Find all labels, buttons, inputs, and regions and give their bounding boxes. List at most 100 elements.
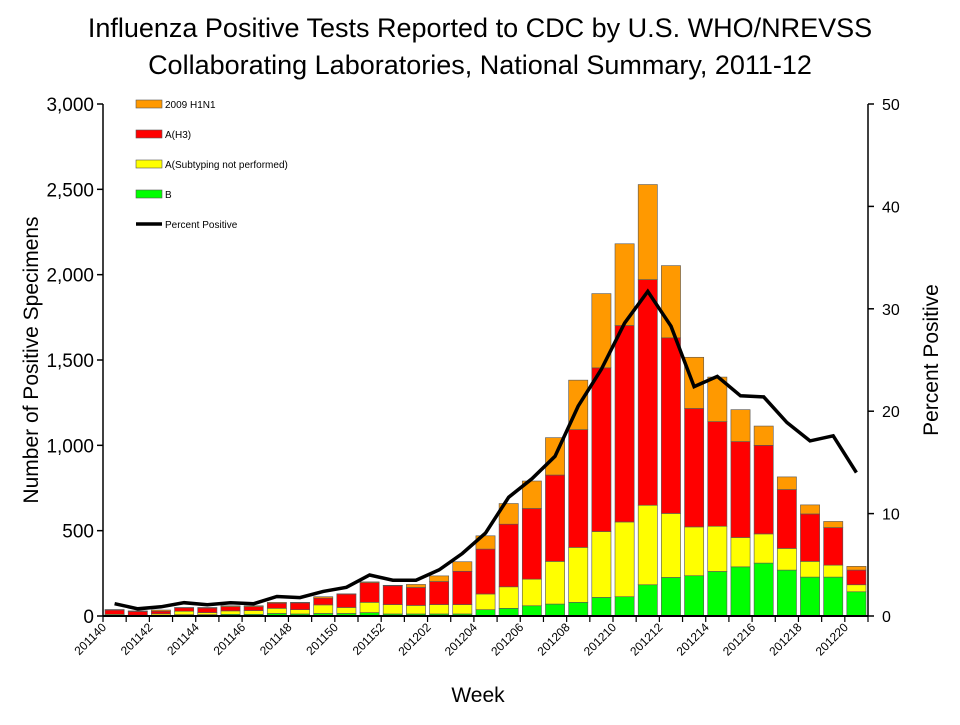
bar-a-h3--201149	[314, 598, 333, 605]
bar-b-201214	[708, 571, 727, 616]
x-tick-label: 201204	[442, 620, 480, 658]
bar-a-h3--201202	[430, 582, 449, 605]
bar-a-h3--201151	[360, 583, 379, 603]
bar-a-subtyping-not-performed--201206	[522, 579, 541, 606]
bar-a-subtyping-not-performed--201202	[430, 605, 449, 614]
y2-tick-label: 40	[882, 199, 900, 216]
bar-2009-h1n1-201140	[105, 610, 124, 611]
y2-tick-label: 0	[882, 609, 891, 626]
x-tick-label: 201220	[813, 620, 851, 658]
bar-2009-h1n1-201203	[453, 562, 472, 572]
y2-axis-label: Percent Positive	[920, 284, 943, 436]
bar-2009-h1n1-201218	[800, 505, 819, 514]
x-tick-label: 201202	[395, 620, 433, 658]
bar-b-201218	[800, 577, 819, 616]
legend-label: Percent Positive	[165, 220, 238, 231]
bar-a-subtyping-not-performed--201218	[800, 561, 819, 577]
bar-a-h3--201152	[383, 586, 402, 605]
chart-title-line-2: Collaborating Laboratories, National Sum…	[148, 50, 812, 80]
bar-a-h3--201204	[476, 549, 495, 594]
bar-a-subtyping-not-performed--201143	[175, 611, 194, 614]
bar-a-subtyping-not-performed--201149	[314, 605, 333, 614]
bar-a-subtyping-not-performed--201220	[847, 585, 866, 592]
bar-a-h3--201213	[685, 408, 704, 526]
bar-a-subtyping-not-performed--201216	[754, 534, 773, 563]
bar-b-201205	[499, 608, 518, 616]
legend-swatch	[136, 130, 162, 138]
bar-a-h3--201211	[638, 280, 657, 506]
bar-b-201215	[731, 567, 750, 616]
bar-a-subtyping-not-performed--201150	[337, 607, 356, 613]
bar-b-201219	[824, 577, 843, 616]
y2-tick-label: 30	[882, 302, 900, 319]
bar-b-201216	[754, 563, 773, 616]
bar-a-subtyping-not-performed--201152	[383, 605, 402, 614]
bar-a-h3--201143	[175, 608, 194, 611]
x-tick-label: 201206	[488, 620, 526, 658]
bar-a-h3--201218	[800, 514, 819, 561]
bar-b-201209	[592, 597, 611, 616]
y-tick-label: 0	[83, 607, 94, 628]
bar-a-h3--201145	[221, 607, 240, 611]
bar-a-subtyping-not-performed--201201	[406, 605, 425, 614]
bar-a-h3--201150	[337, 594, 356, 607]
bar-a-h3--201203	[453, 571, 472, 604]
x-tick-label: 201218	[766, 620, 804, 658]
bar-a-h3--201148	[290, 603, 309, 610]
bar-b-201206	[522, 606, 541, 616]
bar-a-subtyping-not-performed--201203	[453, 605, 472, 614]
bar-a-subtyping-not-performed--201208	[569, 547, 588, 602]
bar-a-subtyping-not-performed--201219	[824, 565, 843, 577]
x-tick-label: 201210	[581, 620, 619, 658]
x-axis-label: Week	[451, 684, 505, 707]
x-tick-label: 201216	[720, 620, 758, 658]
bar-2009-h1n1-201144	[198, 607, 217, 608]
bar-a-subtyping-not-performed--201148	[290, 610, 309, 614]
bar-a-h3--201206	[522, 508, 541, 579]
bar-a-h3--201219	[824, 528, 843, 566]
bar-a-subtyping-not-performed--201204	[476, 594, 495, 610]
bar-a-h3--201207	[545, 475, 564, 561]
bar-2009-h1n1-201151	[360, 582, 379, 583]
x-tick-label: 201146	[211, 620, 249, 658]
y-tick-label: 500	[62, 522, 94, 543]
bar-a-subtyping-not-performed--201207	[545, 561, 564, 604]
legend-swatch	[136, 160, 162, 168]
x-tick-label: 201148	[257, 620, 295, 658]
bar-a-subtyping-not-performed--201211	[638, 505, 657, 585]
bar-b-201220	[847, 592, 866, 616]
bar-2009-h1n1-201141	[128, 611, 147, 612]
y-tick-label: 1,500	[46, 351, 94, 372]
x-tick-label: 201150	[303, 620, 341, 658]
bar-a-h3--201147	[267, 603, 286, 608]
bar-a-h3--201212	[661, 338, 680, 514]
bar-b-201217	[777, 570, 796, 616]
x-tick-label: 201142	[118, 620, 156, 658]
bar-2009-h1n1-201211	[638, 185, 657, 280]
bar-a-subtyping-not-performed--201205	[499, 587, 518, 609]
legend-swatch	[136, 190, 162, 198]
bar-b-201213	[685, 576, 704, 616]
bar-b-201207	[545, 604, 564, 616]
bar-a-h3--201220	[847, 570, 866, 585]
bar-2009-h1n1-201142	[151, 610, 170, 611]
bar-a-subtyping-not-performed--201213	[685, 527, 704, 576]
y-axis-label: Number of Positive Specimens	[20, 216, 43, 503]
bar-a-h3--201205	[499, 524, 518, 587]
x-tick-label: 201212	[627, 620, 665, 658]
bar-2009-h1n1-201217	[777, 477, 796, 490]
bar-a-h3--201210	[615, 326, 634, 522]
bar-a-h3--201217	[777, 490, 796, 549]
bar-a-subtyping-not-performed--201210	[615, 522, 634, 597]
bar-a-subtyping-not-performed--201147	[267, 608, 286, 613]
bar-a-subtyping-not-performed--201209	[592, 532, 611, 598]
bar-a-subtyping-not-performed--201214	[708, 526, 727, 571]
bar-a-h3--201146	[244, 607, 263, 611]
y2-tick-label: 20	[882, 404, 900, 421]
legend-label: A(H3)	[165, 130, 191, 141]
bar-a-h3--201142	[151, 611, 170, 614]
bar-b-201211	[638, 585, 657, 616]
chart-title-line-1: Influenza Positive Tests Reported to CDC…	[88, 13, 872, 43]
x-tick-label: 201152	[350, 620, 388, 658]
